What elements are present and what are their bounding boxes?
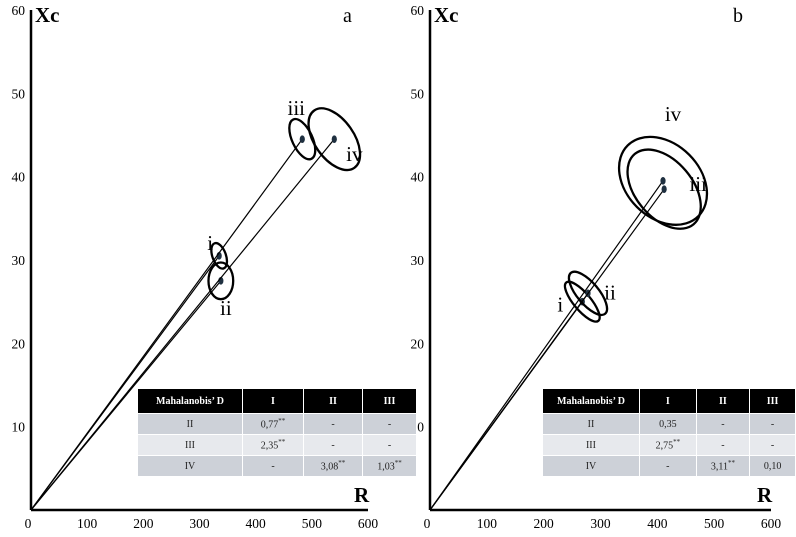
table-cell: - — [362, 434, 417, 456]
x-tick-label: 0 — [424, 516, 431, 531]
group-label-ii: ii — [604, 280, 616, 304]
mean-point-iii — [299, 135, 305, 143]
table-cell: 0,35 — [638, 413, 697, 435]
group-label-iv: iv — [665, 102, 682, 126]
mahalanobis-table: Mahalanobis’ D I II III II 0,77** - - III 2,35** -… — [137, 388, 417, 477]
table-header-cell: II — [303, 388, 363, 414]
x-axis-title: R — [757, 483, 773, 507]
vector-line-iii — [429, 188, 665, 511]
group-label-iii: iii — [288, 96, 306, 120]
y-tick-label: 30 — [12, 253, 26, 268]
group-label-i: i — [207, 231, 213, 255]
y-tick-label: 60 — [411, 3, 425, 18]
x-tick-label: 100 — [477, 516, 498, 531]
vector-line-iv — [429, 180, 664, 511]
x-tick-label: 500 — [302, 516, 323, 531]
confidence-ellipse-i — [210, 241, 229, 270]
table-cell: III — [137, 434, 243, 456]
table-header-row: Mahalanobis’ D I II III — [137, 388, 417, 414]
vector-line-iv — [30, 138, 335, 511]
mean-point-iv — [331, 135, 337, 143]
panel-letter: a — [343, 5, 352, 27]
x-tick-label: 200 — [133, 516, 154, 531]
confidence-ellipse-ii — [207, 261, 235, 301]
table-row: II 0,77** - - — [137, 413, 417, 435]
table-cell: IV — [542, 455, 640, 477]
table-row: IV -3,08** 1,03** — [137, 455, 417, 477]
table-header-cell: Mahalanobis’ D — [542, 388, 640, 414]
table-row: III 2,75** - - — [542, 434, 796, 456]
table-cell: IV — [137, 455, 243, 477]
y-axis-title: Xc — [35, 3, 60, 27]
table-row: IV -3,11** 0,10 — [542, 455, 796, 477]
x-tick-label: 500 — [704, 516, 725, 531]
table-cell: - — [362, 413, 417, 435]
table-header-cell: I — [638, 388, 697, 414]
y-tick-label: 20 — [12, 336, 26, 351]
table-cell: - — [695, 413, 751, 435]
table-cell: III — [542, 434, 640, 456]
y-tick-label: 60 — [12, 3, 26, 18]
table-header-cell: Mahalanobis’ D — [137, 388, 243, 414]
y-axis-title: Xc — [434, 3, 459, 27]
table-row: III 2,35** - - — [137, 434, 417, 456]
group-label-ii: ii — [220, 296, 232, 320]
y-tick-label: 40 — [12, 170, 26, 185]
table-cell: II — [137, 413, 243, 435]
table-cell: - — [303, 434, 363, 456]
table-header-cell: III — [749, 388, 796, 414]
y-tick-label: 20 — [411, 336, 425, 351]
table-cell: II — [542, 413, 640, 435]
confidence-ellipse-iv — [617, 135, 709, 226]
table-row: II 0,35- - — [542, 413, 796, 435]
table-cell: 2,35** — [242, 434, 304, 456]
mean-point-iv — [660, 177, 666, 185]
y-tick-label: 50 — [12, 86, 26, 101]
table-cell: 3,08** — [303, 455, 363, 477]
confidence-ellipse-iii — [626, 148, 702, 230]
x-tick-label: 100 — [77, 516, 98, 531]
vector-line-iii — [30, 138, 303, 511]
confidence-ellipse-iv — [307, 107, 362, 172]
table-header-cell: III — [362, 388, 417, 414]
group-label-i: i — [557, 293, 563, 317]
table-header-cell: I — [242, 388, 304, 414]
group-label-iii: iii — [689, 172, 707, 196]
y-tick-label: 30 — [411, 253, 425, 268]
table-cell: - — [303, 413, 363, 435]
table-cell: 0,10 — [749, 455, 796, 477]
table-cell: - — [242, 455, 304, 477]
table-cell: 2,75** — [638, 434, 697, 456]
x-tick-label: 400 — [246, 516, 267, 531]
y-tick-label: 40 — [411, 170, 425, 185]
table-header-row: Mahalanobis’ D I II III — [542, 388, 796, 414]
x-tick-label: 300 — [189, 516, 210, 531]
x-tick-label: 0 — [25, 516, 32, 531]
x-axis-title: R — [354, 483, 370, 507]
table-header-cell: II — [695, 388, 751, 414]
table-cell: - — [638, 455, 697, 477]
x-tick-label: 300 — [590, 516, 611, 531]
mahalanobis-table: Mahalanobis’ D I II III II 0,35- - III 2,75** - - I… — [542, 388, 796, 477]
mean-point-iii — [661, 185, 667, 193]
y-tick-label: 50 — [411, 86, 425, 101]
table-cell: 0,77** — [242, 413, 304, 435]
table-cell: 1,03** — [362, 455, 417, 477]
x-tick-label: 200 — [534, 516, 555, 531]
table-cell: - — [749, 413, 796, 435]
x-tick-label: 600 — [358, 516, 379, 531]
table-cell: 3,11** — [695, 455, 751, 477]
y-tick-label: 10 — [12, 420, 26, 435]
table-cell: - — [695, 434, 751, 456]
table-cell: - — [749, 434, 796, 456]
group-label-iv: iv — [346, 142, 363, 166]
confidence-ellipse-ii — [567, 270, 609, 317]
x-tick-label: 600 — [761, 516, 782, 531]
panel-letter: b — [733, 5, 743, 27]
x-tick-label: 400 — [647, 516, 668, 531]
